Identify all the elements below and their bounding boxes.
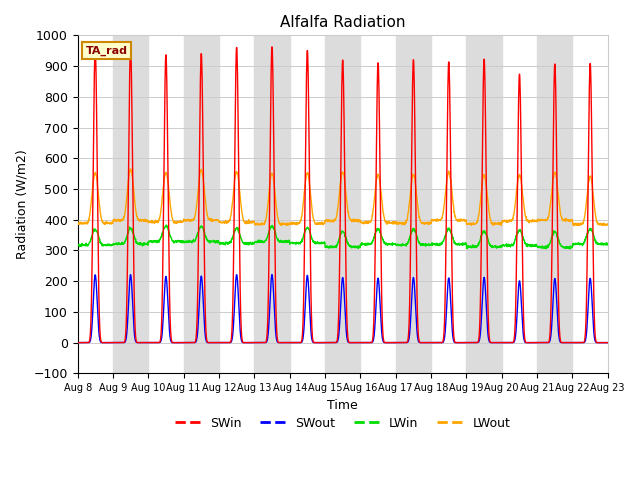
Bar xyxy=(325,36,360,373)
Bar xyxy=(113,36,148,373)
Bar xyxy=(184,36,219,373)
Bar xyxy=(254,36,290,373)
Bar xyxy=(396,36,431,373)
X-axis label: Time: Time xyxy=(327,398,358,412)
Bar xyxy=(467,36,502,373)
Title: Alfalfa Radiation: Alfalfa Radiation xyxy=(280,15,406,30)
Bar xyxy=(537,36,572,373)
Y-axis label: Radiation (W/m2): Radiation (W/m2) xyxy=(15,149,28,259)
Text: TA_rad: TA_rad xyxy=(86,46,127,56)
Legend: SWin, SWout, LWin, LWout: SWin, SWout, LWin, LWout xyxy=(170,412,515,435)
